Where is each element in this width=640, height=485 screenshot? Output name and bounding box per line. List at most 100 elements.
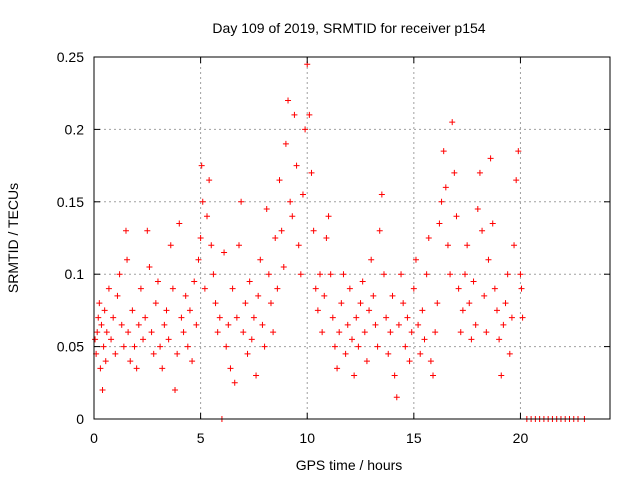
- data-point: [293, 162, 300, 169]
- data-point: [223, 343, 230, 350]
- data-point: [436, 220, 443, 227]
- data-point: [129, 307, 136, 314]
- data-point: [366, 307, 373, 314]
- data-point: [127, 358, 134, 365]
- data-point: [278, 227, 285, 234]
- data-point: [511, 242, 518, 249]
- data-point: [447, 271, 454, 278]
- data-point: [485, 256, 492, 263]
- data-point: [122, 227, 129, 234]
- data-point: [282, 140, 289, 147]
- data-point: [474, 206, 481, 213]
- data-point: [427, 358, 434, 365]
- data-point: [92, 336, 99, 343]
- data-point: [150, 350, 157, 357]
- data-point: [334, 365, 341, 372]
- data-point: [498, 372, 505, 379]
- data-point: [97, 365, 104, 372]
- data-point: [142, 314, 149, 321]
- data-point: [221, 249, 228, 256]
- data-point: [472, 321, 479, 328]
- data-point: [178, 314, 185, 321]
- data-point: [125, 329, 132, 336]
- data-point: [376, 227, 383, 234]
- data-point: [148, 329, 155, 336]
- data-point: [191, 278, 198, 285]
- data-point: [176, 220, 183, 227]
- data-point: [157, 343, 164, 350]
- data-point: [481, 292, 488, 299]
- data-point: [229, 285, 236, 292]
- data-point: [430, 372, 437, 379]
- data-point: [272, 235, 279, 241]
- data-point: [406, 358, 413, 365]
- data-point: [102, 358, 109, 365]
- y-tick-label: 0.25: [57, 49, 84, 65]
- data-point: [195, 256, 202, 263]
- data-point: [146, 263, 153, 270]
- data-point: [491, 285, 498, 292]
- data-point: [432, 329, 439, 336]
- data-point: [438, 198, 445, 205]
- data-point: [255, 292, 262, 299]
- data-point: [289, 213, 296, 220]
- data-point: [496, 336, 503, 343]
- data-point: [518, 285, 525, 292]
- data-point: [310, 227, 317, 234]
- data-point: [398, 271, 405, 278]
- data-point: [114, 292, 121, 299]
- data-point: [517, 271, 524, 278]
- data-point: [140, 336, 147, 343]
- y-tick-label: 0.1: [65, 266, 85, 282]
- data-point: [493, 307, 500, 314]
- data-point: [400, 300, 407, 307]
- data-point: [180, 329, 187, 336]
- data-point: [479, 227, 486, 234]
- data-point: [118, 321, 125, 328]
- data-point: [287, 198, 294, 205]
- y-tick-label: 0.05: [57, 339, 84, 355]
- data-point: [253, 372, 260, 379]
- data-point: [116, 271, 123, 278]
- data-point: [378, 191, 385, 198]
- data-point: [336, 329, 343, 336]
- data-point: [189, 358, 196, 365]
- data-point: [297, 271, 304, 278]
- data-point: [434, 300, 441, 307]
- data-point: [453, 213, 460, 220]
- data-point: [193, 321, 200, 328]
- data-point: [250, 314, 257, 321]
- data-point: [312, 285, 319, 292]
- plot-frame: [93, 56, 611, 420]
- data-point: [204, 213, 211, 220]
- data-point: [285, 97, 292, 104]
- chart-title: Day 109 of 2019, SRMTID for receiver p15…: [212, 20, 485, 36]
- data-point: [408, 329, 415, 336]
- data-point: [308, 169, 315, 176]
- data-point: [184, 343, 191, 350]
- data-point: [98, 321, 105, 328]
- data-point: [257, 256, 264, 263]
- data-point: [391, 372, 398, 379]
- data-point: [319, 329, 326, 336]
- data-point: [154, 278, 161, 285]
- x-tick-label: 5: [197, 430, 205, 446]
- data-point: [361, 329, 368, 336]
- data-point: [389, 292, 396, 299]
- data-point: [393, 394, 400, 401]
- data-point: [137, 285, 144, 292]
- data-point: [423, 271, 430, 278]
- data-point: [483, 329, 490, 336]
- data-point: [314, 307, 321, 314]
- data-point: [321, 292, 328, 299]
- data-point: [402, 343, 409, 350]
- data-point: [489, 220, 496, 227]
- data-point: [299, 191, 306, 198]
- data-point: [451, 169, 458, 176]
- data-point: [329, 314, 336, 321]
- data-point: [487, 155, 494, 162]
- y-tick-label: 0.2: [65, 121, 85, 137]
- data-point: [359, 278, 366, 285]
